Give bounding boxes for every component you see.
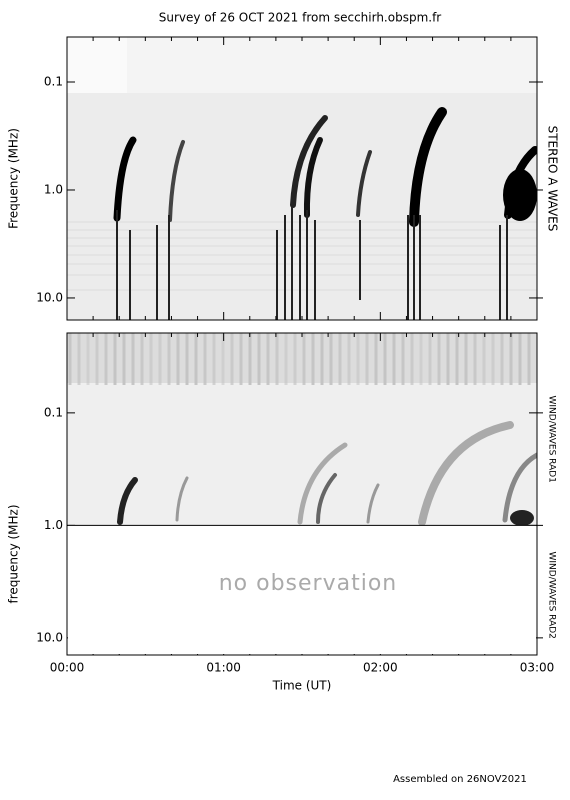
footer: Assembled on 26NOV2021 bbox=[393, 774, 527, 785]
y-axis-label: Frequency (MHz) bbox=[7, 128, 21, 229]
y-axis-label: frequency (MHz) bbox=[7, 504, 21, 603]
y-tick-label: 1.0 bbox=[44, 182, 63, 196]
y-tick-label: 0.1 bbox=[44, 405, 63, 419]
spectrogram-image bbox=[67, 333, 537, 525]
no-data-area bbox=[68, 525, 536, 654]
y-tick-label: 1.0 bbox=[44, 518, 63, 532]
right-label: STEREO A WAVES bbox=[546, 126, 560, 232]
x-tick-label: 00:00 bbox=[50, 661, 85, 675]
x-tick-label: 03:00 bbox=[520, 661, 555, 675]
x-tick-label: 01:00 bbox=[206, 661, 241, 675]
y-tick-label: 10.0 bbox=[36, 290, 63, 304]
spectrogram-image bbox=[67, 37, 537, 320]
chart-title: Survey of 26 OCT 2021 from secchirh.obsp… bbox=[159, 11, 442, 25]
right-label: WIND/WAVES RAD1 bbox=[547, 396, 557, 483]
annotation: no observation bbox=[219, 571, 398, 596]
x-tick-label: 02:00 bbox=[363, 661, 398, 675]
right-label: WIND/WAVES RAD2 bbox=[547, 552, 557, 639]
x-axis-label: Time (UT) bbox=[272, 679, 332, 693]
y-tick-label: 10.0 bbox=[36, 630, 63, 644]
y-tick-label: 0.1 bbox=[44, 75, 63, 89]
